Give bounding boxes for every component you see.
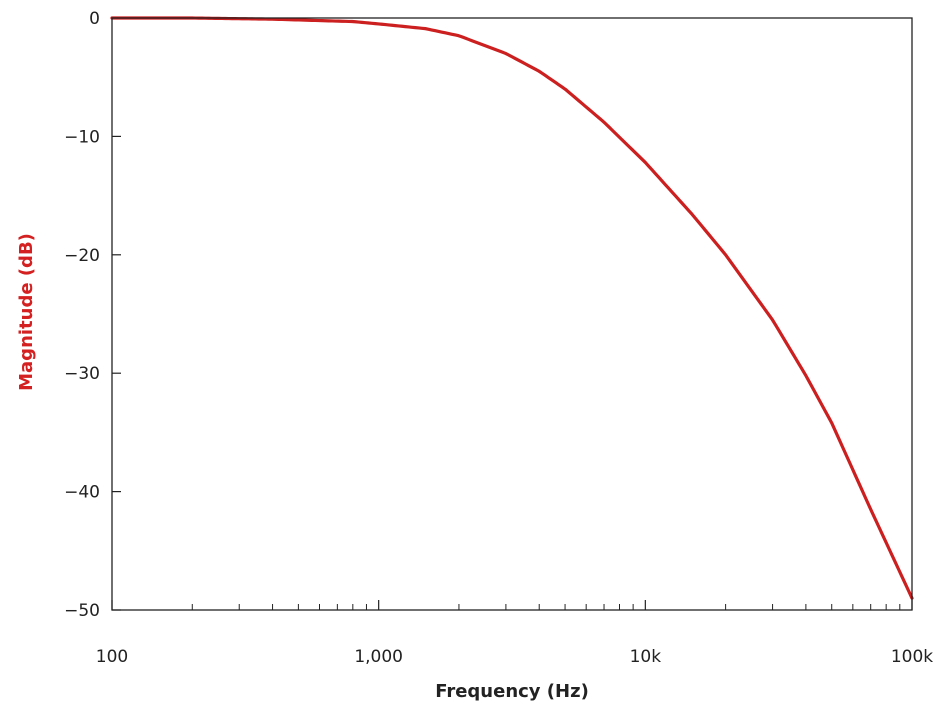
y-tick-label: −30 xyxy=(64,364,100,384)
series-line xyxy=(110,16,914,600)
plot-area xyxy=(110,16,914,600)
y-tick-label: −50 xyxy=(64,601,100,621)
y-tick-label: 0 xyxy=(89,9,100,29)
y-axis-title: Magnitude (dB) xyxy=(16,233,37,391)
y-tick-label: −10 xyxy=(64,127,100,147)
y-tick-label: −20 xyxy=(64,246,100,266)
axis-ticks xyxy=(111,17,913,611)
tick-labels: 0 −10 −20 −30 −40 −50 100 1,000 10k 100k xyxy=(64,9,933,667)
x-tick-label: 10k xyxy=(630,647,662,667)
y-tick-label: −40 xyxy=(64,483,100,503)
x-tick-label: 100 xyxy=(96,647,128,667)
x-tick-label: 100k xyxy=(891,647,933,667)
plot-frame xyxy=(111,17,913,611)
x-tick-label: 1,000 xyxy=(354,647,403,667)
x-axis-title: Frequency (Hz) xyxy=(435,681,589,702)
